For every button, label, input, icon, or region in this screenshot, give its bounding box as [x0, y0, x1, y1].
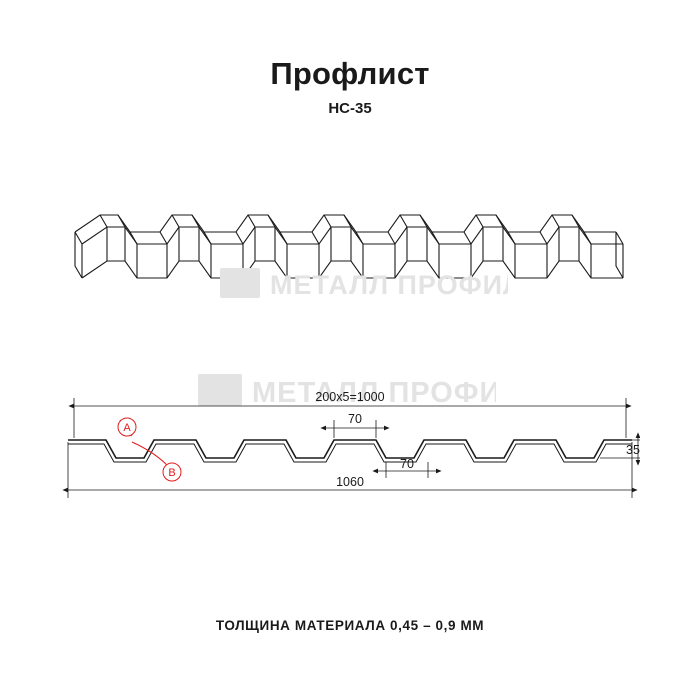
perspective-illustration [60, 170, 640, 310]
page-title: Профлист [270, 56, 430, 91]
dimension-rib-bottom-width: 70 [400, 457, 414, 471]
callout-b-label: B [168, 467, 175, 479]
callout-a-label: A [123, 422, 131, 434]
dimension-height: 35 [626, 443, 640, 457]
material-thickness-note: ТОЛЩИНА МАТЕРИАЛА 0,45 – 0,9 ММ [215, 618, 485, 633]
cross-section-drawing: 200x5=1000 70 70 35 [60, 380, 640, 520]
product-model: НС-35 [328, 100, 372, 117]
dimension-rib-top-width: 70 [348, 412, 362, 426]
dimension-overall-width: 1060 [336, 475, 364, 489]
dimension-pitch-total: 200x5=1000 [315, 390, 384, 404]
